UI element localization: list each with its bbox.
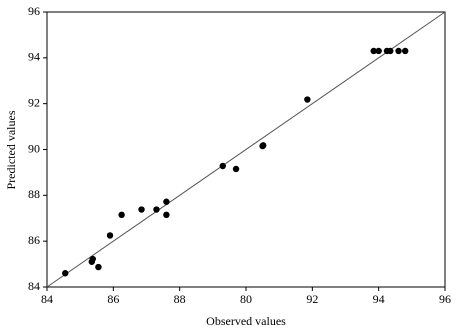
x-tick-label: 86: [107, 292, 119, 306]
point: [95, 263, 102, 271]
point: [304, 96, 311, 103]
x-tick-label: 80: [240, 292, 252, 306]
y-tick-label: 88: [28, 187, 40, 201]
x-axis-label: Observed values: [206, 314, 286, 328]
y-tick-label: 84: [28, 279, 40, 293]
point: [387, 47, 394, 55]
y-tick-label: 90: [28, 141, 40, 155]
point: [219, 162, 226, 170]
y-axis-label: Predicted values: [4, 110, 18, 189]
y-tick-label: 94: [28, 50, 40, 64]
point: [118, 211, 125, 219]
point: [232, 165, 240, 173]
x-tick-label: 96: [439, 292, 451, 306]
point: [370, 47, 377, 55]
point: [153, 206, 160, 213]
point: [163, 198, 170, 205]
point: [395, 47, 402, 55]
point: [138, 206, 145, 213]
point: [89, 255, 96, 263]
point: [62, 270, 69, 277]
x-tick-label: 94: [373, 292, 385, 306]
point: [106, 232, 114, 239]
x-tick-label: 84: [41, 292, 53, 306]
point: [402, 47, 409, 55]
y-tick-label: 86: [28, 233, 40, 247]
point: [375, 47, 382, 55]
x-tick-label: 92: [306, 292, 318, 306]
point: [260, 142, 267, 149]
y-tick-label: 92: [28, 95, 40, 109]
point: [163, 211, 170, 219]
y-tick-label: 96: [28, 4, 40, 18]
reference-line: [46, 11, 446, 288]
x-tick-label: 88: [174, 292, 186, 306]
